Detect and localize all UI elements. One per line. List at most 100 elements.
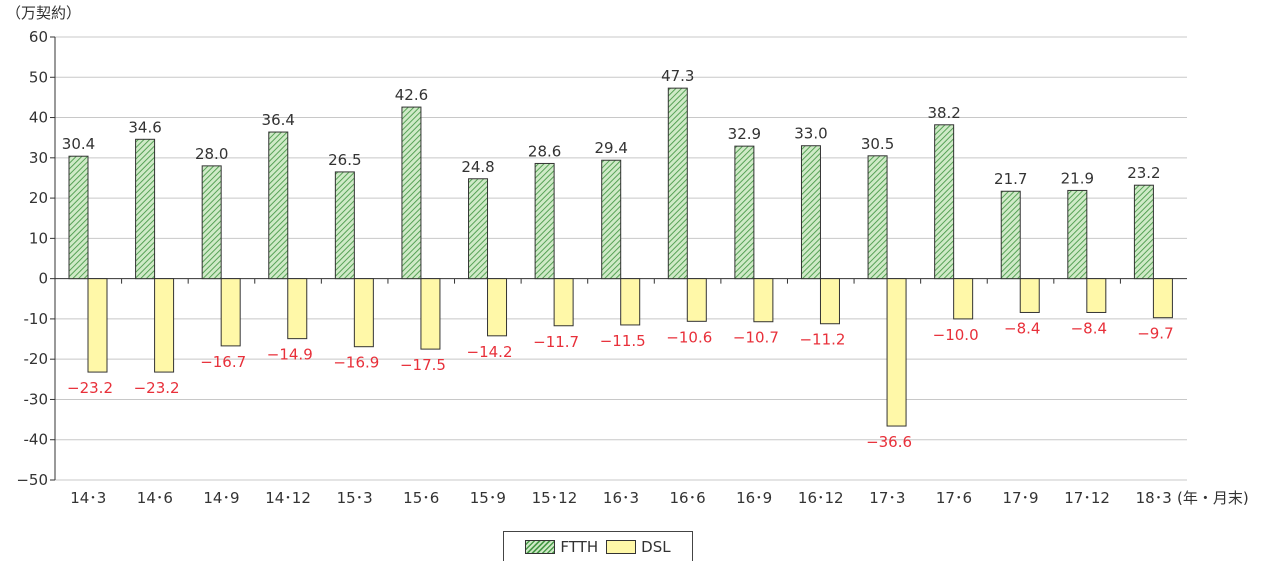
x-tick-label: 16･6 [670,489,706,507]
dsl-bar [886,278,907,427]
dsl-bar [220,278,241,347]
ftth-value-label: 21.7 [994,170,1027,188]
bars [68,87,1173,427]
y-tick-label: −50 [16,471,48,489]
ftth-value-label: 38.2 [927,104,960,122]
dsl-bar [420,278,441,350]
ftth-bar [201,165,222,280]
x-tick-label: 16･12 [798,489,844,507]
ftth-bar [135,138,156,280]
x-tick-label: 15･3 [337,489,373,507]
dsl-bar [353,278,374,348]
x-tick-label: 17･12 [1064,489,1110,507]
y-unit-label: （万契約） [6,4,81,22]
ftth-swatch [525,539,556,554]
x-tick-label: 16･3 [603,489,639,507]
y-axis-ticks: 60 50 40 30 20 10 0 -10 -20 -30 -40 −50 [16,28,48,489]
ftth-bar [468,178,489,280]
dsl-value-label: −11.2 [799,331,845,349]
y-tick-label: 50 [29,68,48,86]
dsl-bar [686,278,707,322]
dsl-bar [1019,278,1040,313]
ftth-value-label: 47.3 [661,67,694,85]
dsl-bar [487,278,508,337]
ftth-value-label: 21.9 [1061,169,1094,187]
x-tick-label: 15･12 [532,489,578,507]
dsl-value-label: −23.2 [134,379,180,397]
dsl-value-label: −11.5 [600,332,646,350]
ftth-bar [867,155,888,280]
legend-label-dsl: DSL [641,537,671,556]
ftth-value-label: 29.4 [595,139,628,157]
legend-label-ftth: FTTH [560,537,599,556]
dsl-value-label: −36.6 [866,433,912,451]
x-tick-label: 14･6 [137,489,173,507]
ftth-bar [734,145,755,280]
x-tick-label: 15･9 [470,489,506,507]
ftth-bar [334,171,355,280]
legend: FTTH DSL [503,531,693,561]
x-tick-label: 17･6 [936,489,972,507]
ftth-value-label: 26.5 [328,151,361,169]
ftth-value-label: 23.2 [1127,164,1160,182]
ftth-bar [800,145,821,280]
ftth-bar [1133,184,1154,280]
dsl-value-label: −10.7 [733,329,779,347]
y-tick-label: 20 [29,189,48,207]
ftth-value-label: 24.8 [461,158,494,176]
legend-item-dsl: DSL [606,537,671,556]
dsl-value-label: −16.9 [333,354,379,372]
dsl-value-label: −9.7 [1137,325,1173,343]
x-unit-label: (年・月末) [1177,489,1249,507]
dsl-value-label: −8.4 [1071,319,1107,337]
dsl-value-label: −10.6 [666,328,712,346]
ftth-value-label: 36.4 [262,111,295,129]
x-axis-ticks: 14･3 14･6 14･9 14･12 15･3 15･6 15･9 15･12 16･3 16… [70,489,1172,507]
dsl-bar [553,278,574,327]
x-tick-label: 14･9 [203,489,239,507]
bar-chart: （万契約） 60 50 40 30 20 10 0 -10 -20 -30 -40 −50 30.4 −… [6,4,1249,507]
ftth-value-label: 42.6 [395,86,428,104]
dsl-value-label: −14.2 [467,343,513,361]
legend-item-ftth: FTTH [525,538,598,556]
dsl-value-label: −8.4 [1004,319,1040,337]
dsl-bar [620,278,641,326]
dsl-bar [1086,278,1107,313]
dsl-bar [87,278,108,373]
dsl-bar [287,278,308,340]
x-tick-label: 16･9 [736,489,772,507]
ftth-bar [601,159,622,280]
ftth-value-label: 32.9 [728,125,761,143]
y-tick-label: 40 [29,109,48,127]
y-tick-label: 10 [29,229,48,247]
ftth-bar [667,87,688,280]
dsl-bar [154,278,175,373]
ftth-bar [534,162,555,280]
ftth-value-label: 33.0 [794,125,827,143]
value-labels: 30.4 −23.2 34.6 −23.2 28.0 −16.7 36.4 −14.9 26.5… [62,67,1174,451]
dsl-value-label: −16.7 [200,353,246,371]
ftth-value-label: 34.6 [128,118,161,136]
y-tick-label: 0 [38,270,48,288]
y-tick-label: -20 [24,350,49,368]
x-tick-label: 17･3 [869,489,905,507]
ftth-bar [68,155,89,280]
dsl-bar [819,278,840,325]
dsl-value-label: −14.9 [267,346,313,364]
dsl-bar [953,278,974,320]
ftth-value-label: 30.5 [861,135,894,153]
x-tick-label: 17･9 [1002,489,1038,507]
ftth-bar [934,124,955,280]
y-tick-label: -30 [24,390,49,408]
ftth-bar [268,131,289,280]
ftth-value-label: 28.0 [195,145,228,163]
x-tick-label: 14･12 [265,489,311,507]
x-tick-label: 18･3 [1136,489,1172,507]
x-tick-label: 14･3 [70,489,106,507]
ftth-bar [1000,190,1021,280]
x-tick-label: 15･6 [403,489,439,507]
dsl-bar [753,278,774,323]
dsl-value-label: −10.0 [933,326,979,344]
ftth-value-label: 28.6 [528,142,561,160]
dsl-bar [1152,278,1173,319]
